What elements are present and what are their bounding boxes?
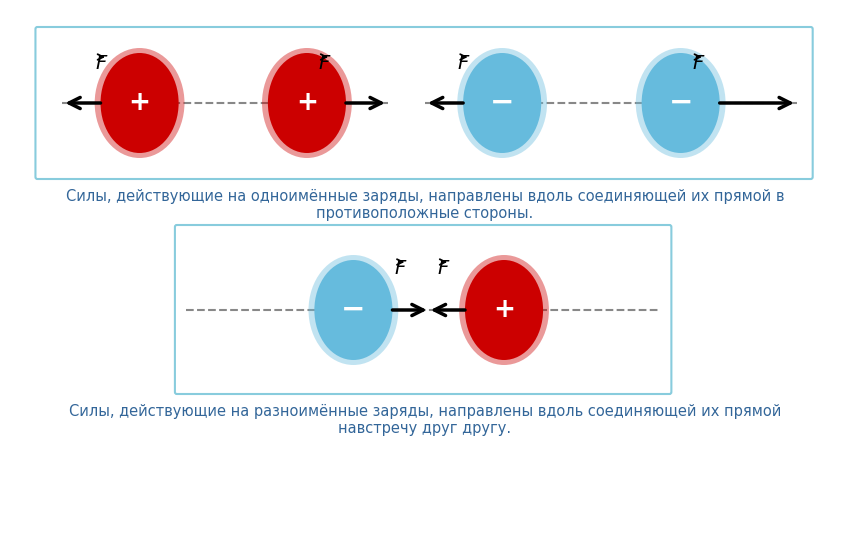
Ellipse shape <box>262 48 352 158</box>
Text: −: − <box>490 89 514 117</box>
Text: −: − <box>341 296 366 324</box>
Text: $\mathit{F}$: $\mathit{F}$ <box>94 54 108 73</box>
Text: +: + <box>128 90 150 116</box>
Ellipse shape <box>100 53 178 153</box>
Ellipse shape <box>463 53 541 153</box>
FancyBboxPatch shape <box>175 225 672 394</box>
Text: $\mathit{F}$: $\mathit{F}$ <box>457 54 471 73</box>
Ellipse shape <box>642 53 720 153</box>
Ellipse shape <box>309 255 399 365</box>
Ellipse shape <box>459 255 549 365</box>
Ellipse shape <box>636 48 726 158</box>
FancyBboxPatch shape <box>36 27 813 179</box>
Text: $\mathit{F}$: $\mathit{F}$ <box>692 54 705 73</box>
Text: −: − <box>668 89 693 117</box>
Text: $\mathit{F}$: $\mathit{F}$ <box>437 259 451 278</box>
Text: +: + <box>493 297 515 323</box>
Ellipse shape <box>465 260 543 360</box>
Text: Силы, действующие на разноимённые заряды, направлены вдоль соединяющей их прямой: Силы, действующие на разноимённые заряды… <box>69 404 781 437</box>
Text: $\mathit{F}$: $\mathit{F}$ <box>318 54 332 73</box>
Ellipse shape <box>268 53 346 153</box>
Text: Силы, действующие на одноимённые заряды, направлены вдоль соединяющей их прямой : Силы, действующие на одноимённые заряды,… <box>65 189 785 222</box>
Text: +: + <box>296 90 318 116</box>
Ellipse shape <box>94 48 184 158</box>
Ellipse shape <box>457 48 547 158</box>
Ellipse shape <box>314 260 393 360</box>
Text: $\mathit{F}$: $\mathit{F}$ <box>394 259 407 278</box>
